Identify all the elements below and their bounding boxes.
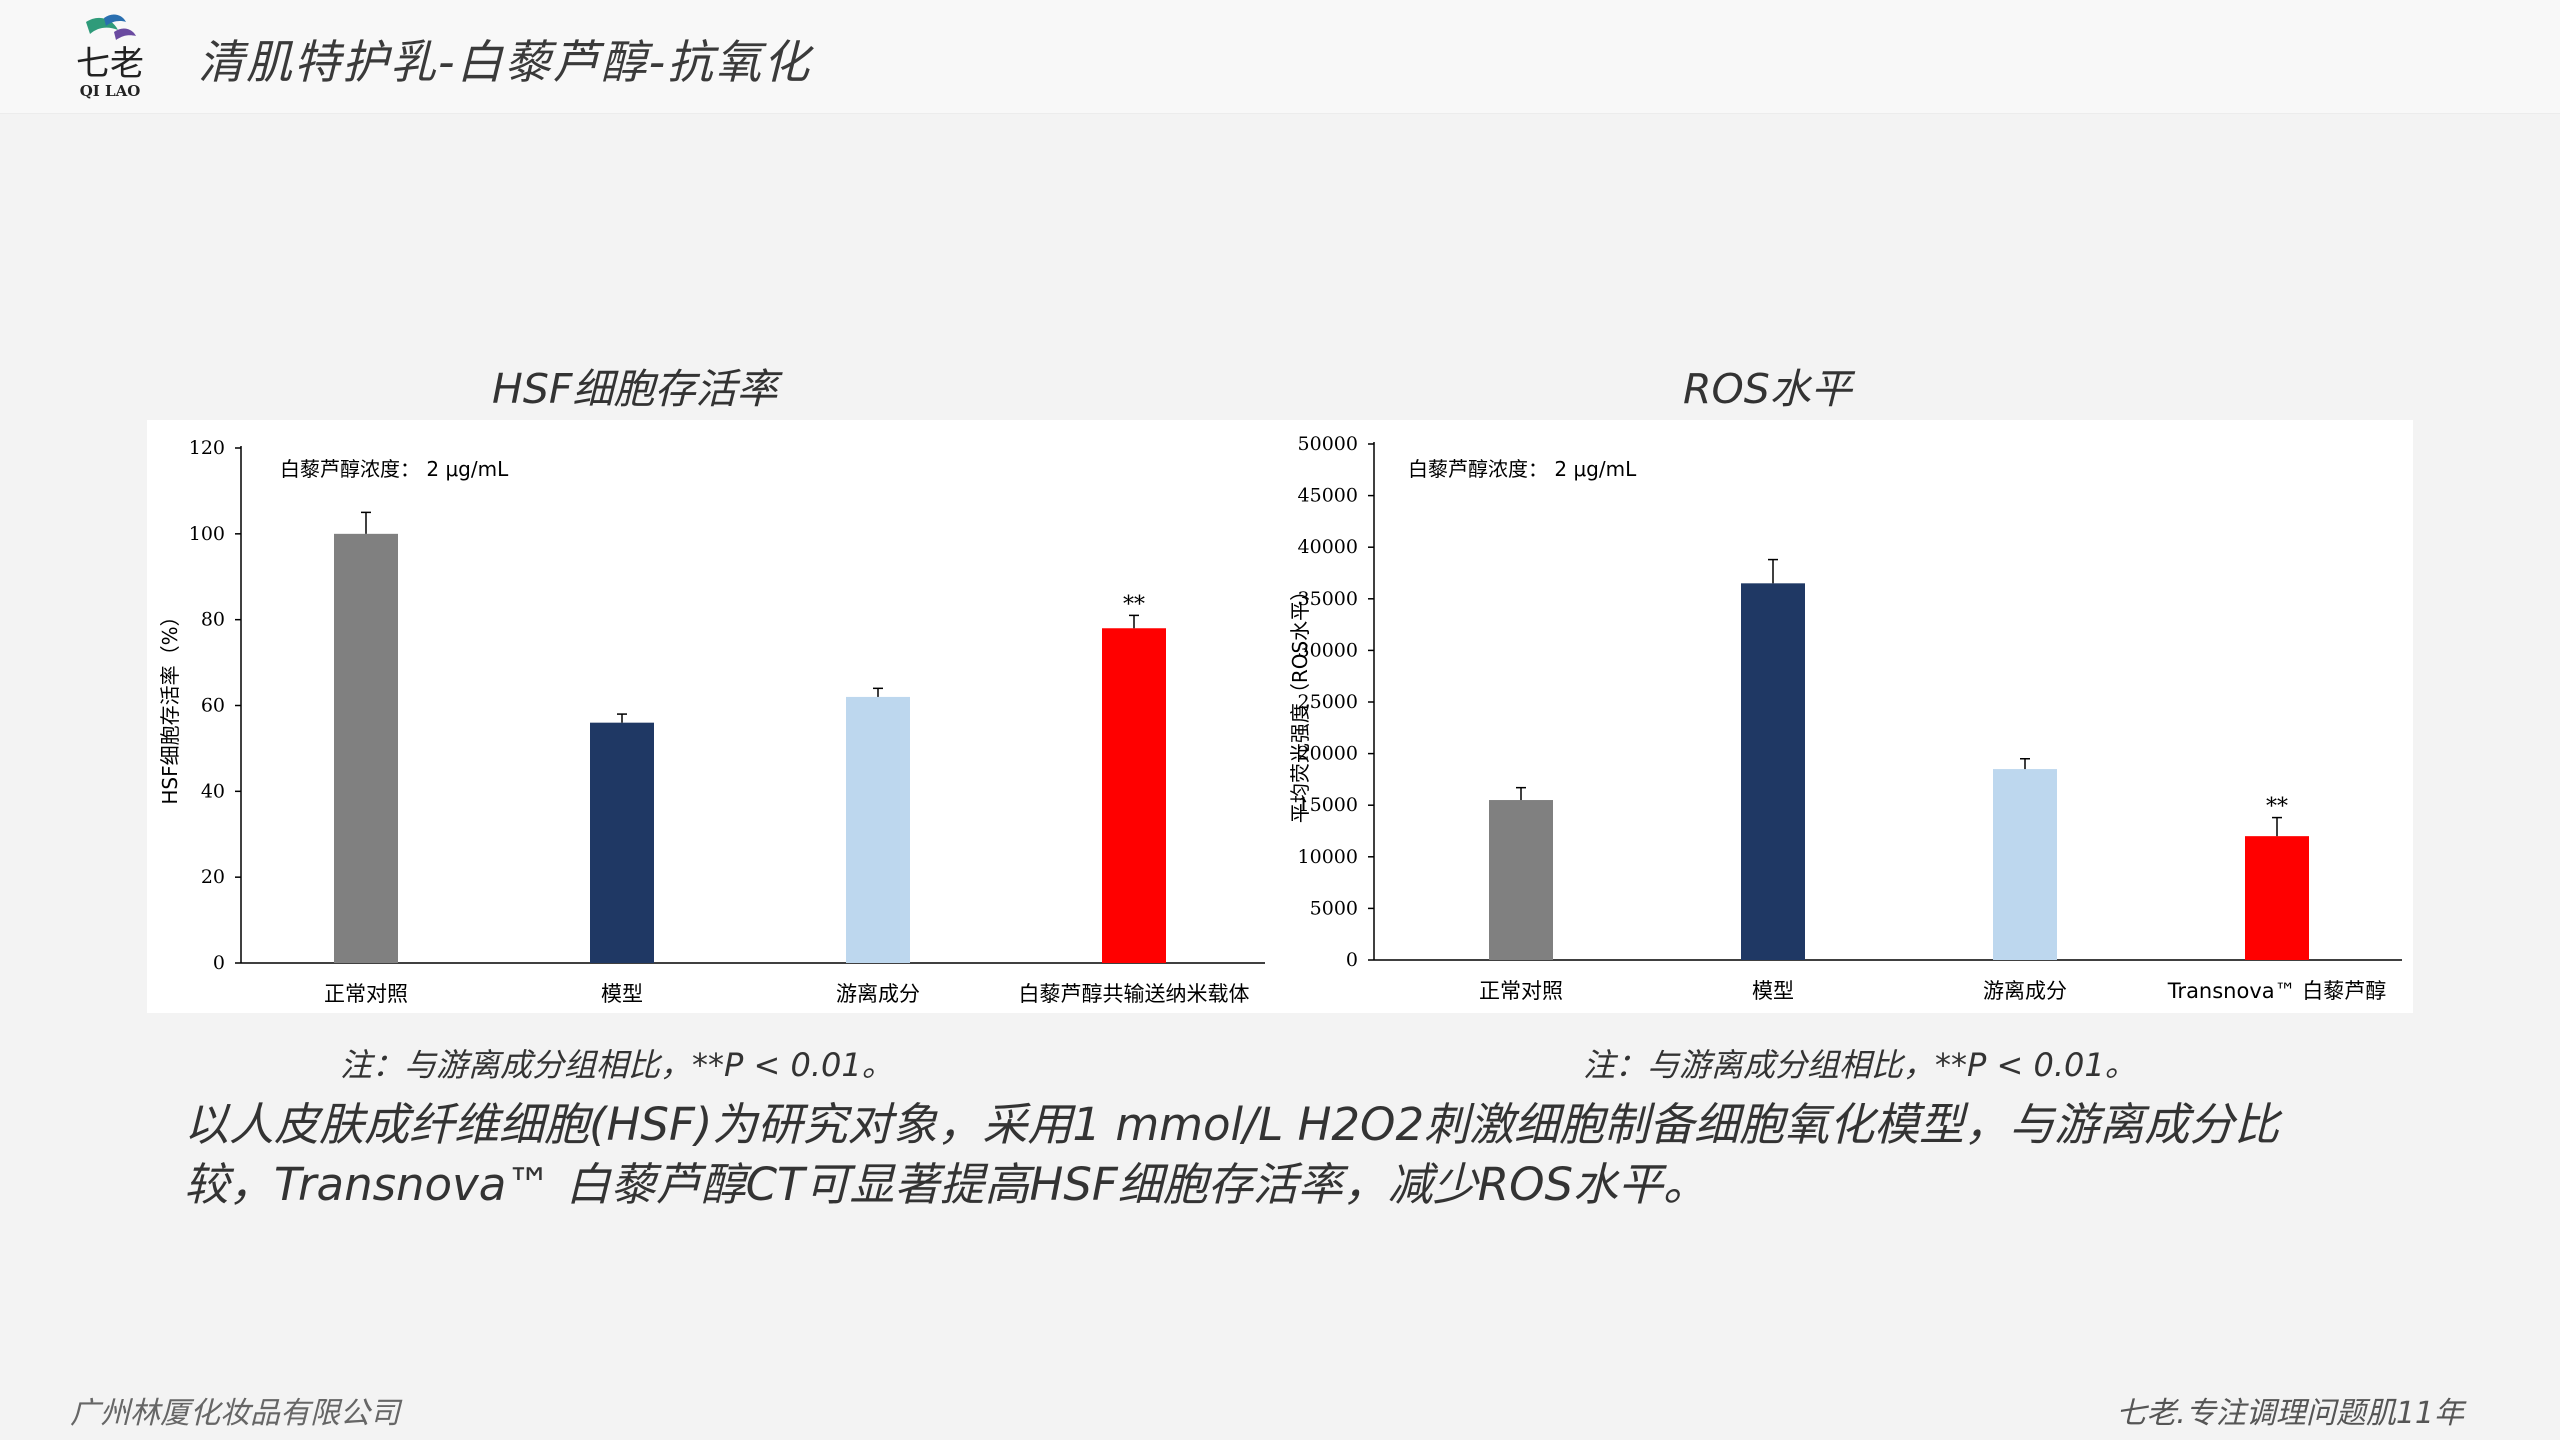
bar xyxy=(1489,800,1553,960)
ros-level-chart: 0 5000 10000 15000 20000 25000 30000 35000 40000… xyxy=(1288,433,2402,1003)
bar xyxy=(846,696,910,963)
summary-text: 以人皮肤成纤维细胞(HSF)为研究对象，采用1 mmol/L H2O2刺激细胞制… xyxy=(184,1095,2414,1215)
y-tick-label: 120 xyxy=(189,437,225,459)
footer-company: 广州林厦化妆品有限公司 xyxy=(70,1396,400,1431)
chart-title-ros: ROS水平 xyxy=(1683,365,1852,413)
y-tick-label: 40 xyxy=(201,780,225,802)
footer-slogan: 七老.专注调理问题肌11年 xyxy=(2116,1396,2464,1431)
y-tick-label: 0 xyxy=(1346,949,1358,971)
bar xyxy=(1102,628,1166,963)
chart-panel-ros: 0 5000 10000 15000 20000 25000 30000 35000 40000… xyxy=(1280,420,2413,1013)
category-label: 正常对照 xyxy=(324,982,408,1006)
y-tick-label: 20000 xyxy=(1298,743,1358,765)
y-axis-label: 平均荧光强度（ROS水平） xyxy=(1288,581,1312,823)
note-right: 注：与游离成分组相比，**P < 0.01。 xyxy=(1583,1046,2137,1084)
note-left: 注：与游离成分组相比，**P < 0.01。 xyxy=(340,1046,894,1084)
chart-panel-hsf: 0 20 40 60 80 100 120 HSF细胞存活率（%） 白藜芦醇浓度： 2 μg/m… xyxy=(147,420,1280,1013)
svg-text:七老: 七老 xyxy=(76,44,144,84)
y-tick-label: 35000 xyxy=(1298,588,1358,610)
significance-label: ** xyxy=(2266,795,2288,820)
category-label: 游离成分 xyxy=(1983,979,2067,1003)
concentration-annotation: 白藜芦醇浓度： 2 μg/mL xyxy=(280,457,509,481)
y-tick-label: 40000 xyxy=(1298,536,1358,558)
y-tick-label: 80 xyxy=(201,609,225,631)
brand-logo: 七老 QI LAO xyxy=(60,10,160,102)
significance-label: ** xyxy=(1123,592,1145,617)
y-tick-label: 50000 xyxy=(1298,433,1358,455)
concentration-annotation: 白藜芦醇浓度： 2 μg/mL xyxy=(1408,457,1637,481)
header-bar: 七老 QI LAO 清肌特护乳-白藜芦醇-抗氧化 xyxy=(0,0,2560,114)
page-title: 清肌特护乳-白藜芦醇-抗氧化 xyxy=(198,35,812,89)
y-tick-label: 25000 xyxy=(1298,691,1358,713)
category-label: 模型 xyxy=(601,982,643,1006)
bar xyxy=(590,722,654,963)
svg-text:QI LAO: QI LAO xyxy=(80,82,141,100)
y-tick-label: 60 xyxy=(201,695,225,717)
y-tick-label: 5000 xyxy=(1310,897,1358,919)
category-label: 正常对照 xyxy=(1479,979,1563,1003)
y-tick-label: 20 xyxy=(201,866,225,888)
category-label: Transnova™ 白藜芦醇 xyxy=(2167,979,2387,1003)
y-tick-label: 0 xyxy=(213,952,225,974)
summary-line-1: 以人皮肤成纤维细胞(HSF)为研究对象，采用1 mmol/L H2O2刺激细胞制… xyxy=(184,1098,2280,1151)
qilao-logo-image: 七老 QI LAO xyxy=(76,14,144,100)
bar xyxy=(334,533,398,963)
category-label: 模型 xyxy=(1752,979,1794,1003)
bar xyxy=(2245,836,2309,960)
hsf-viability-chart: 0 20 40 60 80 100 120 HSF细胞存活率（%） 白藜芦醇浓度： 2 μg/m… xyxy=(158,437,1265,1006)
bar xyxy=(1993,769,2057,960)
y-axis-label: HSF细胞存活率（%） xyxy=(158,606,182,804)
summary-line-2: 较，Transnova™ 白藜芦醇CT可显著提高HSF细胞存活率，减少ROS水平… xyxy=(184,1158,1709,1211)
y-tick-label: 100 xyxy=(189,523,225,545)
y-tick-label: 15000 xyxy=(1298,794,1358,816)
category-label: 游离成分 xyxy=(836,982,920,1006)
y-tick-label: 30000 xyxy=(1298,639,1358,661)
bar xyxy=(1741,583,1805,960)
chart-title-hsf: HSF细胞存活率 xyxy=(492,365,778,413)
y-tick-label: 45000 xyxy=(1298,485,1358,507)
category-label: 白藜芦醇共输送纳米载体 xyxy=(1019,982,1250,1006)
y-tick-label: 10000 xyxy=(1298,846,1358,868)
